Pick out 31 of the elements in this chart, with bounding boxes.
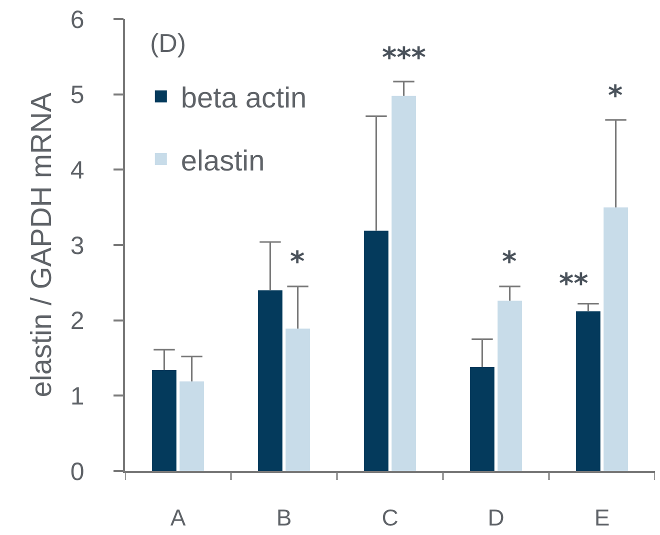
bar bbox=[258, 290, 282, 471]
annotation: * bbox=[502, 245, 517, 278]
bar bbox=[576, 311, 600, 471]
x-tick-label: E bbox=[594, 504, 610, 530]
y-tick-label: 3 bbox=[70, 232, 84, 260]
annotation: *** bbox=[382, 41, 426, 74]
x-tick-label: A bbox=[170, 504, 186, 530]
bar bbox=[364, 230, 388, 471]
legend-label: beta actin bbox=[180, 82, 307, 115]
bar bbox=[470, 367, 494, 471]
annotation: ** bbox=[559, 267, 589, 300]
annotation: * bbox=[608, 79, 623, 112]
annotation: * bbox=[290, 245, 305, 278]
bar bbox=[180, 381, 204, 471]
bar bbox=[604, 207, 628, 471]
x-tick-label: C bbox=[382, 504, 398, 530]
bar bbox=[498, 300, 522, 471]
x-tick-label: B bbox=[276, 504, 292, 530]
y-tick-label: 6 bbox=[70, 6, 84, 34]
legend-label: elastin bbox=[180, 145, 265, 178]
y-tick-label: 4 bbox=[70, 156, 84, 184]
bar bbox=[392, 96, 416, 471]
bar bbox=[286, 328, 310, 471]
y-tick-label: 2 bbox=[70, 307, 84, 336]
y-axis-title: elastin / GAPDH mRNA bbox=[26, 92, 58, 398]
x-tick-label: D bbox=[488, 504, 504, 530]
chart-title: (D) bbox=[150, 28, 186, 58]
bar bbox=[152, 370, 176, 471]
y-tick-label: 0 bbox=[70, 458, 84, 486]
y-tick-label: 5 bbox=[70, 81, 84, 110]
y-tick-label: 1 bbox=[70, 382, 84, 410]
